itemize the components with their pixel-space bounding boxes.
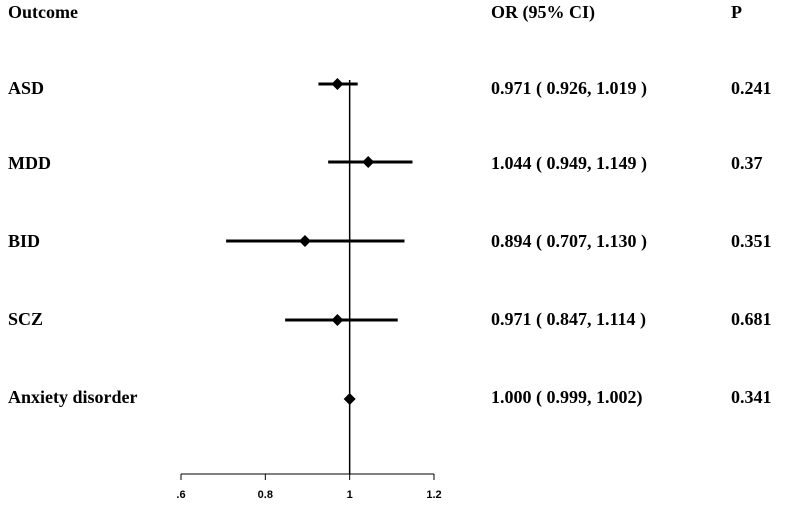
p-value-bid: 0.351 [731,231,772,251]
or-point-marker [298,235,311,247]
or-point-marker [362,156,375,168]
or-value-scz: 0.971 ( 0.847, 1.114 ) [491,309,646,329]
p-value-asd: 0.241 [731,78,772,98]
or-header: OR (95% CI) [491,2,595,22]
or-point-marker [331,314,344,326]
x-tick-label: 1 [347,489,353,501]
outcome-label-asd: ASD [8,78,45,98]
or-point-marker [331,78,344,90]
or-point-marker [343,393,356,405]
or-value-anxiety: 1.000 ( 0.999, 1.002) [491,387,643,407]
x-tick-label: .6 [176,489,185,501]
or-value-mdd: 1.044 ( 0.949, 1.149 ) [491,153,647,173]
outcome-label-mdd: MDD [8,153,51,173]
p-value-scz: 0.681 [731,309,772,329]
x-tick-label: 0.8 [258,489,273,501]
outcome-label-anxiety: Anxiety disorder [8,387,138,407]
p-header: P [731,2,742,22]
outcome-header: Outcome [8,2,78,22]
p-value-anxiety: 0.341 [731,387,772,407]
or-value-asd: 0.971 ( 0.926, 1.019 ) [491,78,647,98]
or-value-bid: 0.894 ( 0.707, 1.130 ) [491,231,647,251]
outcome-label-scz: SCZ [8,309,44,329]
x-tick-label: 1.2 [426,489,441,501]
outcome-label-bid: BID [8,231,41,251]
p-value-mdd: 0.37 [731,153,763,173]
